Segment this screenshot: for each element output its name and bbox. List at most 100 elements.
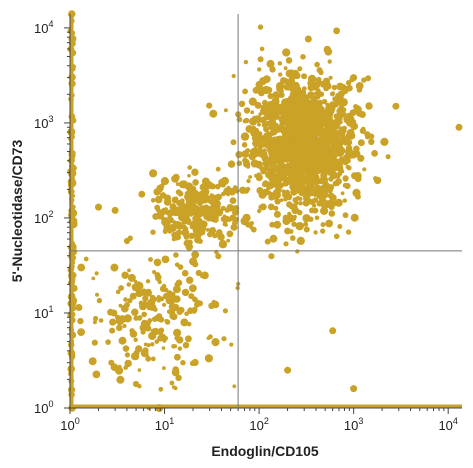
data-point bbox=[262, 99, 268, 106]
data-point bbox=[296, 145, 305, 154]
data-point bbox=[255, 132, 263, 139]
data-point bbox=[186, 276, 194, 284]
data-point bbox=[337, 156, 346, 165]
data-point bbox=[290, 81, 298, 89]
data-point bbox=[243, 188, 249, 194]
data-point bbox=[385, 154, 391, 160]
data-point bbox=[284, 141, 291, 148]
data-point bbox=[211, 300, 220, 309]
data-point bbox=[321, 98, 328, 105]
data-point bbox=[192, 204, 199, 211]
data-point bbox=[174, 353, 181, 361]
data-point bbox=[253, 146, 258, 152]
data-point bbox=[154, 272, 161, 278]
data-point bbox=[193, 225, 199, 231]
data-point bbox=[122, 345, 130, 352]
outlier-point bbox=[350, 74, 358, 82]
data-point bbox=[206, 336, 211, 340]
data-point bbox=[361, 77, 367, 83]
data-point bbox=[124, 302, 130, 308]
data-point bbox=[333, 27, 340, 35]
data-point bbox=[169, 380, 175, 386]
data-point bbox=[209, 109, 218, 118]
data-point bbox=[189, 257, 198, 266]
data-point bbox=[230, 223, 238, 231]
data-point bbox=[137, 316, 142, 321]
data-point bbox=[314, 155, 321, 161]
data-point bbox=[302, 109, 309, 116]
data-point bbox=[268, 253, 275, 260]
data-point bbox=[243, 107, 251, 114]
data-point bbox=[162, 339, 167, 343]
data-point bbox=[292, 176, 300, 184]
data-point bbox=[277, 116, 283, 121]
data-point bbox=[163, 207, 168, 212]
data-point bbox=[180, 180, 189, 189]
data-point bbox=[306, 182, 312, 189]
data-point bbox=[116, 324, 123, 332]
data-point bbox=[240, 216, 249, 226]
data-point bbox=[259, 46, 265, 52]
data-point bbox=[94, 271, 99, 276]
data-point bbox=[307, 188, 316, 197]
data-point bbox=[221, 336, 227, 342]
data-point bbox=[266, 131, 272, 137]
data-point bbox=[164, 318, 169, 323]
data-point bbox=[297, 134, 303, 140]
data-point bbox=[177, 306, 185, 314]
data-point bbox=[211, 227, 216, 231]
data-point bbox=[289, 183, 297, 191]
data-point bbox=[357, 154, 365, 162]
data-point bbox=[204, 354, 213, 363]
data-point bbox=[365, 75, 372, 82]
data-point bbox=[327, 105, 336, 114]
data-point bbox=[342, 125, 347, 131]
data-point bbox=[173, 328, 182, 337]
data-point bbox=[105, 339, 111, 345]
data-point bbox=[380, 137, 389, 146]
data-point bbox=[168, 292, 175, 300]
data-point bbox=[361, 126, 366, 132]
data-point bbox=[352, 188, 361, 197]
data-point bbox=[290, 235, 296, 241]
data-point bbox=[286, 214, 295, 223]
data-point bbox=[336, 107, 344, 115]
data-point bbox=[96, 297, 103, 304]
data-point bbox=[362, 167, 367, 172]
data-point bbox=[345, 229, 352, 235]
data-point bbox=[269, 163, 274, 168]
data-point bbox=[263, 106, 272, 115]
data-point bbox=[127, 273, 136, 282]
data-point bbox=[282, 48, 291, 57]
data-point bbox=[242, 119, 247, 124]
data-point bbox=[313, 130, 318, 135]
data-point bbox=[368, 138, 375, 145]
data-point bbox=[136, 281, 142, 286]
data-point bbox=[192, 296, 198, 303]
data-point bbox=[161, 346, 166, 350]
data-point bbox=[211, 338, 220, 347]
data-point bbox=[181, 230, 187, 236]
data-point bbox=[147, 318, 153, 323]
data-point bbox=[258, 204, 264, 210]
data-point bbox=[272, 164, 280, 172]
data-point bbox=[283, 127, 287, 132]
data-point bbox=[278, 92, 285, 98]
data-point bbox=[252, 86, 260, 94]
data-point bbox=[158, 386, 164, 392]
data-point bbox=[91, 276, 96, 281]
data-point bbox=[332, 96, 338, 102]
data-point bbox=[240, 132, 250, 141]
data-point bbox=[192, 231, 199, 238]
data-point bbox=[277, 61, 283, 66]
data-point bbox=[154, 339, 160, 344]
data-point bbox=[92, 370, 101, 379]
data-point bbox=[303, 136, 310, 144]
data-point bbox=[282, 113, 292, 123]
data-point bbox=[263, 163, 270, 169]
data-point bbox=[182, 220, 187, 224]
data-point bbox=[181, 288, 190, 297]
data-point bbox=[326, 153, 332, 160]
data-point bbox=[173, 344, 178, 349]
data-point bbox=[315, 190, 323, 197]
